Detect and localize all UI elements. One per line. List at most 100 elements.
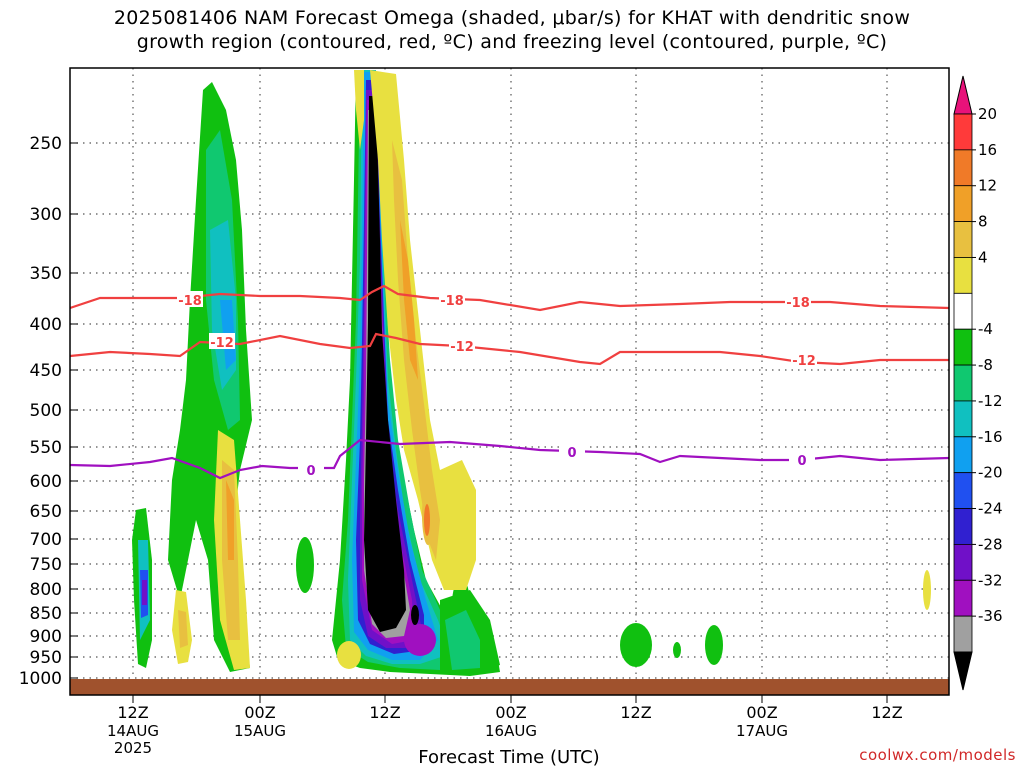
x-tick-label: 00Z: [244, 703, 275, 722]
y-tick-label: 1000: [19, 669, 62, 689]
colorbar-label: -28: [978, 535, 1003, 553]
contour-label: 0: [797, 454, 806, 469]
ground-surface: [70, 679, 949, 695]
x-tick-label: 12Z: [871, 703, 902, 722]
colorbar-segment: [953, 615, 973, 653]
colorbar-segment: [953, 221, 973, 258]
colorbar-segment: [953, 328, 973, 366]
y-tick-label: 450: [30, 361, 62, 381]
y-tick-label: 650: [30, 502, 62, 522]
contour-label-bg: [298, 461, 324, 477]
y-tick-label: 300: [30, 205, 62, 225]
omega-cell: [411, 605, 419, 625]
omega-cell: [178, 610, 188, 648]
omega-shading: [132, 70, 931, 676]
colorbar-segment: [953, 364, 973, 402]
x-tick-label: 00Z: [495, 703, 526, 722]
colorbar-segment: [953, 436, 973, 474]
omega-cell: [923, 570, 931, 610]
x-tick-label: 12Z: [620, 703, 651, 722]
colorbar-segment: [953, 579, 973, 617]
y-tick-label: 500: [30, 401, 62, 421]
colorbar-label: -24: [978, 500, 1003, 518]
colorbar-segment: [953, 149, 973, 187]
colorbar-label: 20: [978, 105, 997, 123]
y-tick-label: 700: [30, 530, 62, 550]
colorbar-top-arrow: [953, 75, 973, 115]
contour-label-bg: [439, 291, 465, 307]
contour-label-bg: [789, 451, 815, 467]
colorbar-label: -4: [978, 320, 993, 338]
colorbar-segment: [953, 292, 973, 330]
omega-cell: [364, 96, 406, 632]
colorbar-label: -36: [978, 607, 1003, 625]
x-tick-label: 12Z: [117, 703, 148, 722]
colorbar-label: 8: [978, 213, 988, 231]
omega-cell: [337, 641, 361, 669]
chart-title: 2025081406 NAM Forecast Omega (shaded, μ…: [0, 6, 1024, 54]
contour-label: 0: [567, 446, 576, 461]
contour-label: -12: [450, 340, 474, 355]
colorbar-label: 4: [978, 248, 988, 266]
colorbar-segment: [953, 113, 973, 151]
contour-label-bg: [785, 293, 811, 309]
x-tick-date: 17AUG: [736, 722, 788, 740]
contour-dendritic-lower: [70, 332, 949, 366]
contour-label: -18: [178, 294, 202, 309]
contour-label-bg: [449, 337, 475, 353]
contour-label-bg: [559, 443, 585, 459]
y-tick-label: 250: [30, 134, 62, 154]
x-tick-date: 15AUG: [234, 722, 286, 740]
contour-dendritic-upper: [70, 284, 949, 312]
x-tick-label: 00Z: [746, 703, 777, 722]
colorbar-label: -32: [978, 571, 1003, 589]
y-tick-label: 750: [30, 555, 62, 575]
omega-cell: [354, 70, 364, 150]
contour-label: -12: [210, 336, 234, 351]
y-tick-label: 400: [30, 315, 62, 335]
contour-label-bg: [209, 333, 235, 349]
y-tick-label: 950: [30, 648, 62, 668]
omega-cell: [404, 624, 436, 656]
omega-cell: [226, 480, 234, 560]
omega-cell: [142, 580, 147, 605]
x-tick-date: 16AUG: [485, 722, 537, 740]
y-tick-label: 600: [30, 472, 62, 492]
contour-freezing-level: [70, 438, 949, 480]
colorbar-segment: [953, 257, 973, 294]
omega-cell: [705, 625, 723, 665]
x-tick-date: 14AUG: [107, 722, 159, 740]
y-tick-label: 850: [30, 604, 62, 624]
contour-label-bg: [177, 291, 203, 307]
plot-frame: [69, 67, 950, 696]
colorbar-label: -20: [978, 464, 1003, 482]
credit-text: coolwx.com/models: [859, 746, 1016, 764]
contour-label: 0: [306, 464, 315, 479]
colorbar-bottom-arrow: [953, 651, 973, 691]
colorbar-segment: [953, 472, 973, 509]
y-tick-label: 350: [30, 264, 62, 284]
omega-cell: [400, 220, 418, 380]
colorbar-segment: [953, 508, 973, 545]
omega-cell: [673, 642, 681, 658]
y-tick-label: 900: [30, 627, 62, 647]
contour-label: -18: [440, 294, 464, 309]
omega-cell: [620, 623, 652, 667]
colorbar-segment: [953, 400, 973, 438]
contour-label: -18: [786, 296, 810, 311]
x-axis-label: Forecast Time (UTC): [418, 747, 599, 768]
omega-cell: [424, 504, 430, 536]
temperature-contours: -18 -18 -18 -12 -12 -12 0 0 0: [70, 284, 949, 480]
y-tick-label: 550: [30, 438, 62, 458]
colorbar: 20 16 12 8 4 -4 -8 -12 -16 -20 -24 -28 -32 -36: [953, 75, 1003, 691]
contour-label: -12: [792, 354, 816, 369]
y-axis: 250 300 350 400 450 500 550 600 650 700 750 800 850 9…: [19, 134, 78, 689]
x-tick-year: 2025: [114, 739, 152, 757]
colorbar-label: 12: [978, 177, 997, 195]
omega-cell: [445, 610, 480, 670]
title-line-1: 2025081406 NAM Forecast Omega (shaded, μ…: [113, 7, 911, 29]
colorbar-label: -16: [978, 428, 1003, 446]
colorbar-label: -8: [978, 356, 993, 374]
colorbar-segment: [953, 185, 973, 223]
